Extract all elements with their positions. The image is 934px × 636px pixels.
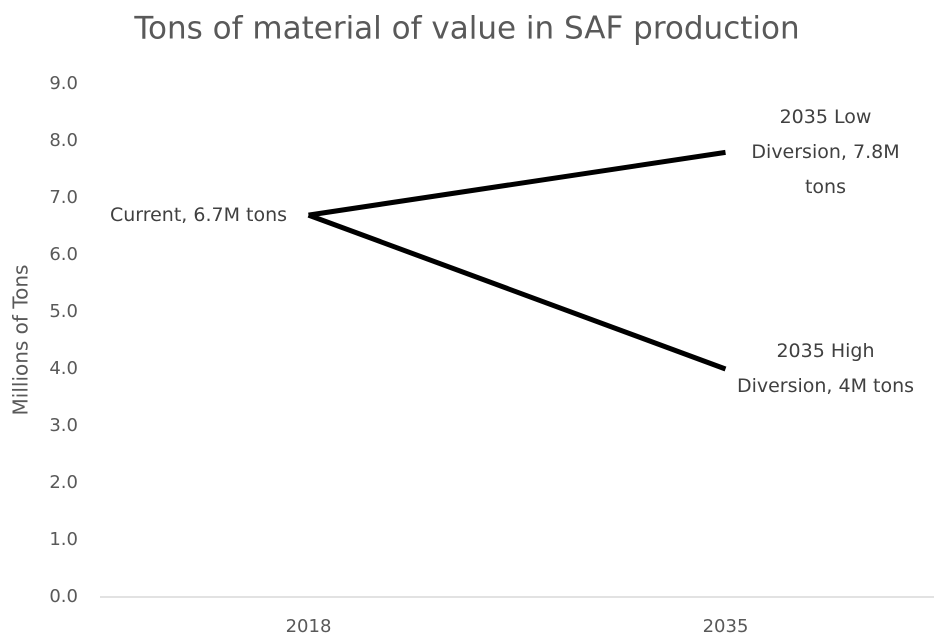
line (308, 149, 726, 218)
data-label: Current, 6.7M tons (109, 203, 288, 226)
y-tick-label: 6.0 (49, 244, 78, 265)
x-tick-label: 2035 (703, 616, 749, 636)
data-label: 2035 High Diversion, 4M tons (736, 340, 915, 397)
data-label-box: 2035 High Diversion, 4M tons (736, 340, 915, 397)
x-tick-label: 2018 (286, 616, 332, 636)
y-tick-label: 5.0 (49, 301, 78, 322)
y-tick-label: 1.0 (49, 529, 78, 550)
line (307, 212, 727, 372)
y-tick-label: 2.0 (49, 472, 78, 493)
y-tick-label: 4.0 (49, 358, 78, 379)
y-tick-label: 8.0 (49, 130, 78, 151)
y-tick-label: 7.0 (49, 187, 78, 208)
data-label-box: Current, 6.7M tons (109, 203, 288, 226)
chart-title: Tons of material of value in SAF product… (133, 11, 799, 47)
y-tick-label: 3.0 (49, 415, 78, 436)
data-label-box: 2035 Low Diversion, 7.8M tons (751, 105, 900, 198)
y-tick-label: 9.0 (49, 73, 78, 94)
data-label: 2035 Low Diversion, 7.8M tons (751, 105, 900, 198)
y-axis-label: Millions of Tons (9, 265, 33, 416)
y-tick-label: 0.0 (49, 586, 78, 607)
